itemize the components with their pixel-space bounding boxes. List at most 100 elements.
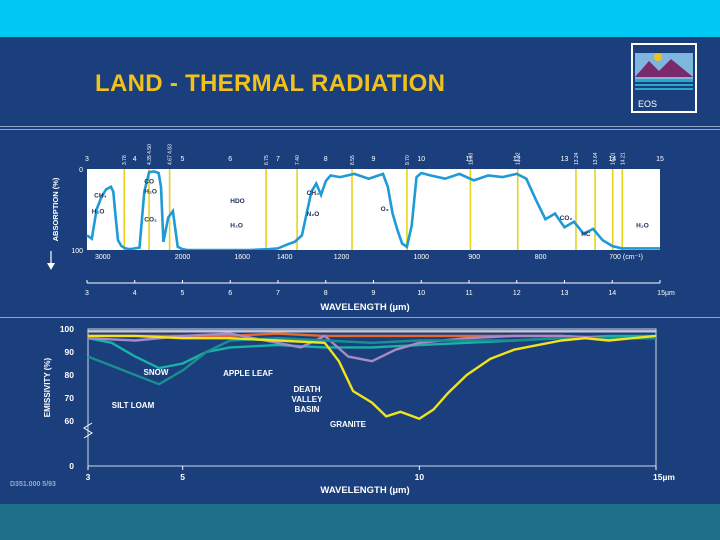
page-title: LAND - THERMAL RADIATION [95,70,446,97]
absorption-series-line [86,170,660,252]
footer-code: D351.000 5/93 [10,481,56,488]
marker-label: 9.70 [405,155,411,165]
x-tick-label: 9 [372,290,376,297]
top-banner [0,0,720,37]
wavenumber-tick: 2000 [175,254,191,261]
top-wavelength-tick: 15 [656,156,664,163]
axis-break [83,422,93,439]
y-tick-label: 100 [60,324,74,334]
x-tick-label: 12 [513,290,521,297]
marker-label: 13.64 [593,152,599,165]
y-tick-label: 0 [69,461,74,471]
molecule-label: CH₄ [307,190,320,197]
top-wavelength-tick: 13 [561,156,569,163]
wavenumber-tick: 700 (cm⁻¹) [609,254,643,261]
x-tick-label: 3 [85,290,89,297]
wavenumber-tick: 1200 [334,254,350,261]
wavenumber-tick: 3000 [95,254,111,261]
marker-label: 4.35 4.50 [147,144,153,165]
x-tick-label: 14 [608,290,616,297]
molecule-label: N₂O [307,211,320,218]
y-tick-label: 80 [65,370,75,380]
molecule-label: CH₄ [94,192,107,199]
y-tick-label: 60 [65,416,75,426]
series-label-death-valley-3: BASIN [295,405,320,414]
series-label-snow: SNOW [144,368,169,377]
wavenumber-tick: 1000 [413,254,429,261]
series-label-granite: GRANITE [330,420,367,429]
x-tick-label: 15µm [653,472,675,482]
molecule-label: H₂O [92,209,105,216]
molecule-label: H₂O [230,222,243,229]
marker-label: 4.67 4.83 [168,144,174,165]
series-label-apple-leaf: APPLE LEAF [223,369,273,378]
wavenumber-strip [87,250,660,263]
x-tick-label: 11 [465,290,472,297]
top-wavelength-tick: 10 [417,156,425,163]
y-axis-label: ABSORPTION (%) [51,177,60,241]
x-tick-label: 13 [561,290,569,297]
y-tick-label: 70 [65,393,75,403]
marker-label: 3.78 [122,155,128,165]
arrow-head [47,263,55,270]
marker-label: 14.21 [620,152,626,165]
x-tick-label: 15µm [657,290,675,297]
logo-text: EOS [638,99,657,109]
marker-label: 14.01 [611,152,617,165]
x-tick-label: 6 [228,290,232,297]
series-label-death-valley-1: DEATH [294,385,321,394]
marker-label: 8.55 [350,155,356,165]
molecule-label: CO₂ [560,215,573,222]
x-tick-label: 5 [180,472,185,482]
y-tick-label: 0 [79,167,83,174]
wavenumber-tick: 1400 [277,254,293,261]
molecule-label: H₂O [636,222,649,229]
marker-label: 11.03 [468,153,474,165]
marker-label: 7.40 [295,155,301,165]
top-wavelength-tick: 9 [372,156,376,163]
divider-top [0,126,720,127]
top-wavelength-tick: 12 [513,156,521,163]
divider-middle [0,317,720,318]
molecule-label: HDO [230,198,244,205]
y-tick-label: 90 [65,347,75,357]
x-tick-label: 10 [417,290,425,297]
emissivity-frame [87,328,657,467]
x-tick-label: 8 [324,290,328,297]
top-wavelength-tick: 11 [465,156,472,163]
divider-top-2 [0,129,720,130]
top-wavelength-tick: 8 [324,156,328,163]
x-axis-label: WAVELENGTH (µm) [320,302,409,313]
wavenumber-tick: 800 [535,254,547,261]
top-wavelength-tick: 5 [181,156,185,163]
top-wavelength-tick: 14 [608,156,616,163]
x-tick-label: 4 [133,290,137,297]
molecule-label: O₃ [381,206,389,213]
emissivity-series-line-3 [87,337,656,386]
top-wavelength-tick: 6 [228,156,232,163]
molecule-label: HC [581,231,591,238]
emissivity-series-line-2 [87,332,656,363]
x-tick-label: 7 [276,290,280,297]
molecule-label: CO [144,179,154,186]
marker-label: 12.02 [516,152,522,165]
series-label-silt-loam: SILT LOAM [112,401,155,410]
x-tick-label: 3 [86,472,91,482]
marker-label: 13.24 [574,152,580,165]
molecule-label: CO₂ [144,217,157,224]
bottom-banner [0,504,720,540]
top-wavelength-tick: 3 [85,156,89,163]
x-tick-label: 5 [181,290,185,297]
y-axis-label: EMISSIVITY (%) [43,357,52,417]
absorption-panel [87,169,660,250]
series-label-death-valley-2: VALLEY [292,395,324,404]
molecule-label: H₂O [144,188,157,195]
x-axis-label: WAVELENGTH (µm) [320,485,409,496]
top-wavelength-tick: 7 [276,156,280,163]
absorption-chart: 3 4 5 6 7 8 9 10 11 12 13 14 15 3.78 4.35 4.50 4.67 4.8… [47,144,675,313]
x-tick-label: 10 [415,472,425,482]
y-tick-label: 100 [71,248,83,255]
wavenumber-tick: 1600 [234,254,250,261]
top-wavelength-tick: 4 [133,156,137,163]
wavenumber-tick: 900 [468,254,480,261]
